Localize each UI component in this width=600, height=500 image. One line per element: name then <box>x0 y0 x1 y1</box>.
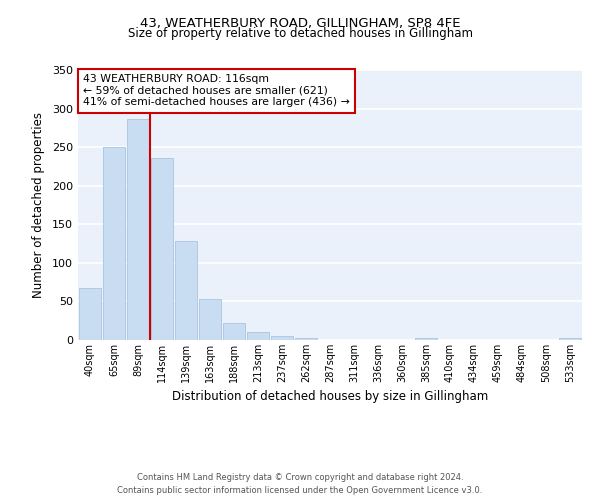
Text: Contains HM Land Registry data © Crown copyright and database right 2024.
Contai: Contains HM Land Registry data © Crown c… <box>118 473 482 495</box>
Y-axis label: Number of detached properties: Number of detached properties <box>32 112 45 298</box>
Bar <box>415 338 437 340</box>
Bar <box>199 299 221 340</box>
Bar <box>103 147 125 340</box>
X-axis label: Distribution of detached houses by size in Gillingham: Distribution of detached houses by size … <box>172 390 488 404</box>
Bar <box>79 288 101 340</box>
Bar <box>127 120 149 340</box>
Bar <box>151 158 173 340</box>
Bar <box>295 338 317 340</box>
Bar <box>247 332 269 340</box>
Bar <box>559 338 581 340</box>
Bar <box>271 336 293 340</box>
Bar <box>175 242 197 340</box>
Bar <box>223 323 245 340</box>
Text: Size of property relative to detached houses in Gillingham: Size of property relative to detached ho… <box>128 28 473 40</box>
Text: 43, WEATHERBURY ROAD, GILLINGHAM, SP8 4FE: 43, WEATHERBURY ROAD, GILLINGHAM, SP8 4F… <box>140 18 460 30</box>
Text: 43 WEATHERBURY ROAD: 116sqm
← 59% of detached houses are smaller (621)
41% of se: 43 WEATHERBURY ROAD: 116sqm ← 59% of det… <box>83 74 350 108</box>
